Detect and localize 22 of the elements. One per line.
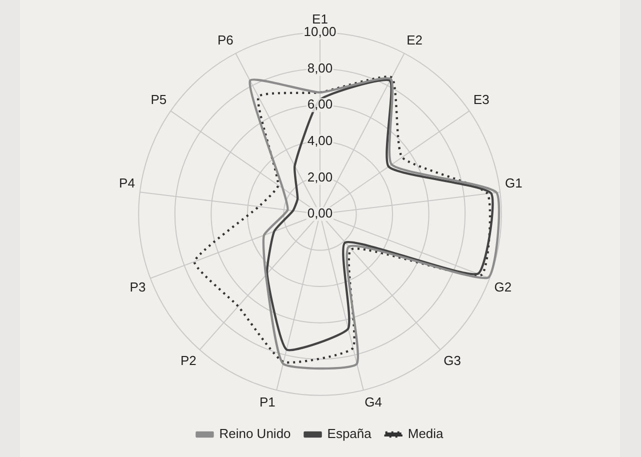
- y-tick-label: 4,00: [307, 133, 333, 148]
- legend-label: España: [327, 426, 372, 442]
- legend-label: Media: [408, 426, 444, 442]
- spoke-label: P1: [259, 394, 276, 410]
- y-tick-label: 8,00: [307, 60, 333, 76]
- spoke-label: P5: [150, 92, 167, 107]
- spoke-label: G4: [364, 394, 382, 410]
- spoke-label: E2: [406, 32, 423, 48]
- spoke-label: E3: [473, 92, 490, 107]
- spoke-label: G1: [505, 175, 522, 190]
- spoke-label: G2: [494, 279, 512, 294]
- legend-label: Reino Unido: [219, 426, 291, 442]
- spoke-label: P4: [119, 175, 135, 190]
- spoke-label: P6: [217, 32, 234, 48]
- y-tick-label: 0,00: [307, 206, 333, 221]
- spoke-label: P3: [130, 279, 146, 294]
- spoke-label: E1: [312, 11, 328, 26]
- y-tick-label: 2,00: [307, 169, 333, 184]
- spoke-label: G3: [444, 352, 461, 368]
- y-tick-label: 10,00: [304, 24, 336, 40]
- spoke-label: P2: [180, 352, 196, 368]
- y-tick-label: 6,00: [307, 96, 333, 112]
